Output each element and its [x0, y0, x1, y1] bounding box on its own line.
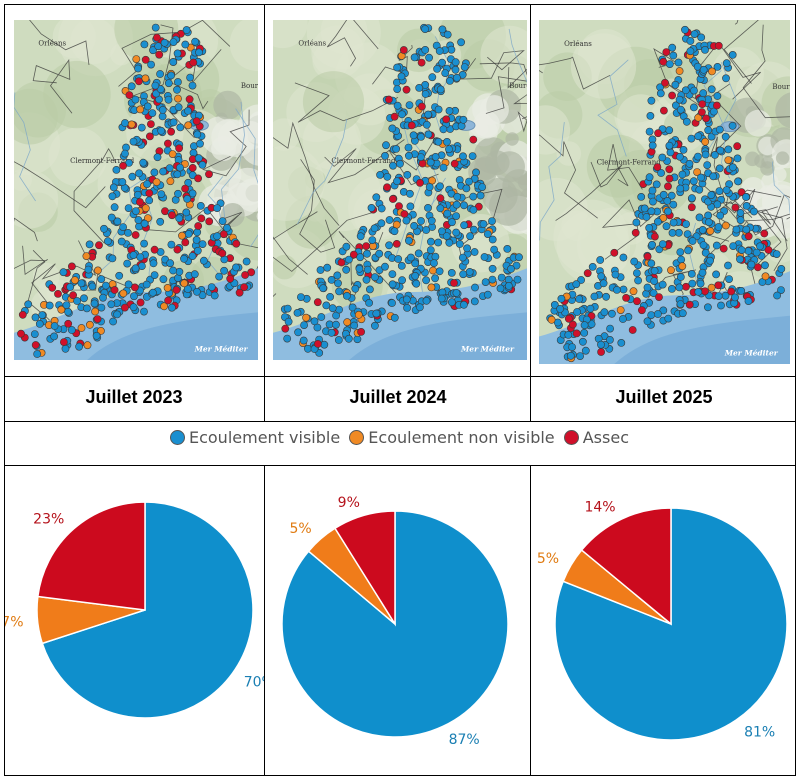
table-frame — [4, 4, 796, 776]
pie-label: 7% — [5, 615, 24, 631]
year-title: Juillet 2024 — [349, 387, 447, 407]
map-2024: Orléans Bourg Clermont-Ferrand Mer Méditer — [273, 20, 527, 360]
svg-text:Clermont-Ferrand: Clermont-Ferrand — [331, 157, 396, 165]
pie-slice — [41, 501, 254, 719]
map-canvas: Orléans Bourg Clermont-Ferrand Mer Méditer — [539, 20, 790, 364]
pie-slice — [37, 501, 146, 611]
divider — [530, 376, 531, 421]
svg-text:Mer Méditer: Mer Méditer — [724, 348, 779, 357]
year-title: Juillet 2023 — [85, 387, 183, 407]
divider — [4, 376, 796, 377]
legend-item: Ecoulement non visible — [349, 428, 555, 447]
pie-label: 9% — [338, 495, 360, 511]
divider — [4, 421, 796, 422]
legend-swatch — [169, 430, 185, 445]
pie-chart-2023: 70% 7% 23% — [5, 501, 264, 719]
pie-chart-2025: 81% 5% 14% — [537, 499, 788, 741]
map-canvas: Orléans Bourg Clermont-Ferrand Mer Méditer — [14, 20, 258, 360]
svg-text:Mer Méditer: Mer Méditer — [194, 345, 249, 354]
pie-chart-2024: 87% 5% 9% — [281, 495, 509, 748]
svg-text:Bourg: Bourg — [772, 83, 790, 91]
pie-slice — [281, 510, 509, 738]
divider — [530, 465, 531, 776]
svg-text:Clermont-Ferrand: Clermont-Ferrand — [70, 157, 135, 165]
legend-label: Ecoulement non visible — [368, 428, 555, 447]
legend-item: Ecoulement visible — [169, 428, 341, 447]
pie-label: 81% — [744, 725, 775, 741]
pie-slice — [554, 507, 788, 741]
pie-label: 14% — [584, 499, 615, 515]
svg-text:Bourg: Bourg — [509, 82, 527, 90]
legend-swatch — [349, 430, 365, 445]
legend-label: Assec — [582, 428, 629, 447]
pie-label: 87% — [449, 732, 480, 748]
legend-label: Ecoulement visible — [188, 428, 341, 447]
map-canvas: Orléans Bourg Clermont-Ferrand Mer Méditer — [273, 20, 527, 360]
divider — [264, 4, 265, 376]
pie-slice — [333, 510, 396, 627]
svg-text:Clermont-Ferrand: Clermont-Ferrand — [597, 159, 662, 167]
divider — [530, 4, 531, 376]
legend-item: Assec — [563, 428, 629, 447]
svg-text:Orléans: Orléans — [298, 40, 326, 48]
pie-label: 5% — [537, 551, 559, 567]
map-2023: Orléans Bourg Clermont-Ferrand Mer Méditer — [14, 20, 258, 360]
pie-label: 5% — [289, 521, 311, 537]
svg-text:Orléans: Orléans — [38, 40, 66, 48]
svg-text:Bourg: Bourg — [241, 82, 258, 90]
pie-label: 23% — [33, 512, 64, 528]
svg-text:Orléans: Orléans — [564, 40, 592, 48]
legend-swatch — [563, 430, 579, 445]
map-2025: Orléans Bourg Clermont-Ferrand Mer Méditer — [539, 20, 790, 364]
year-title: Juillet 2025 — [615, 387, 713, 407]
divider — [4, 465, 796, 466]
divider — [264, 376, 265, 421]
divider — [264, 465, 265, 776]
svg-text:Mer Méditer: Mer Méditer — [460, 345, 515, 354]
legend: Ecoulement visible Ecoulement non visibl… — [0, 428, 799, 449]
pie-slice — [580, 507, 672, 626]
pie-label: 70% — [244, 675, 264, 691]
